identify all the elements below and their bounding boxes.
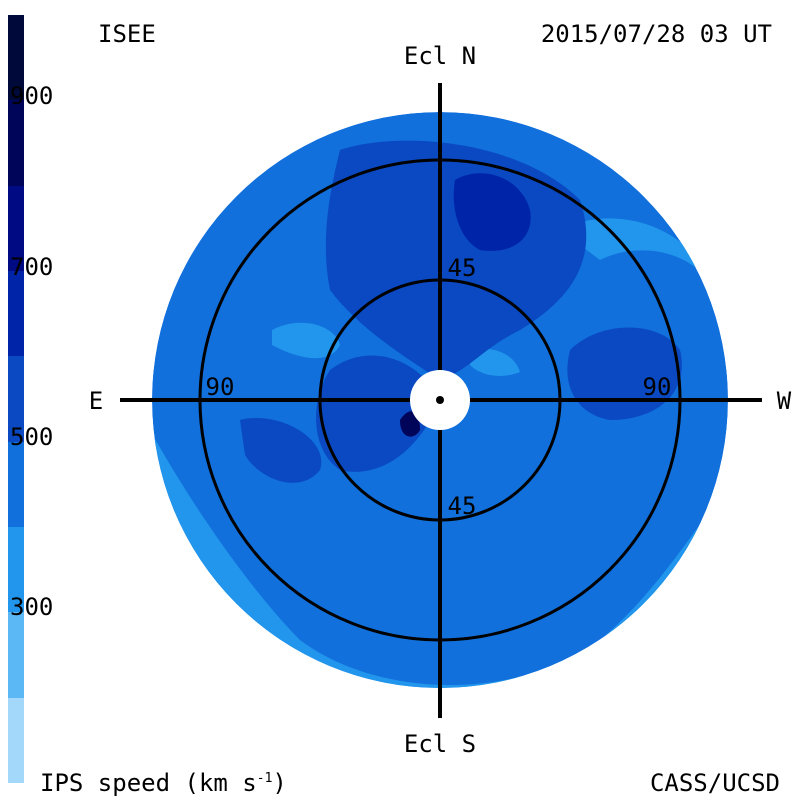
colorbar-segment-6: [8, 441, 24, 527]
east-label: E: [89, 387, 103, 415]
colorbar-segment-1: [8, 15, 24, 101]
slow-patch-inner-east: [470, 348, 520, 376]
colorbar-segment-2: [8, 100, 24, 186]
fast-region-east: [240, 418, 322, 483]
colorbar-segment-5: [8, 356, 24, 442]
west-label: W: [777, 387, 792, 415]
fast-region-center: [316, 355, 440, 472]
credit-label: CASS/UCSD: [649, 769, 780, 797]
ring-45-label-top: 45: [448, 254, 477, 282]
colorbar-segment-4: [8, 270, 24, 357]
fastest-region-north: [453, 173, 531, 251]
speed-colorbar: [8, 15, 24, 783]
ring-90-label-right: 90: [643, 373, 672, 401]
colorbar-segment-7: [8, 526, 24, 613]
quantity-label-close: ): [272, 769, 287, 797]
fastest-core-center: [400, 411, 420, 437]
colorbar-segment-3: [8, 185, 24, 271]
south-label: Ecl S: [404, 730, 476, 758]
observatory-label: ISEE: [98, 20, 156, 48]
colorbar-tick-700: 700: [10, 253, 54, 281]
fast-region-west: [567, 327, 682, 420]
timestamp-label: 2015/07/28 03 UT: [540, 20, 772, 48]
north-label: Ecl N: [404, 42, 476, 70]
ring-45-label-bottom: 45: [448, 492, 477, 520]
ring-90-label-left: 90: [206, 373, 235, 401]
slow-patch-inner-west: [272, 322, 340, 359]
quantity-label: IPS speed (km s-1): [40, 771, 287, 795]
colorbar-segment-8: [8, 612, 24, 698]
colorbar-tick-900: 900: [10, 82, 54, 110]
colorbar-tick-300: 300: [10, 593, 54, 621]
slow-region-west: [560, 218, 720, 300]
quantity-label-text: IPS speed (km s: [40, 769, 257, 797]
sun-center-dot: [436, 396, 444, 404]
quantity-label-superscript: -1: [256, 771, 273, 786]
colorbar-tick-500: 500: [10, 423, 54, 451]
colorbar-segment-9: [8, 697, 24, 783]
